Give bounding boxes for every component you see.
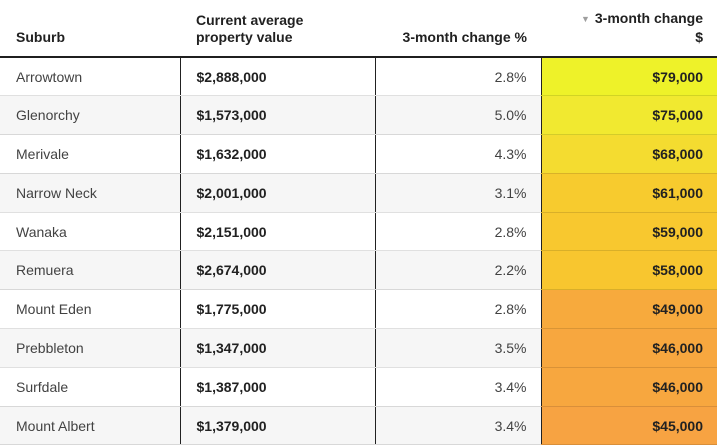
value-cell: $2,674,000	[179, 250, 375, 291]
table-row: Narrow Neck $2,001,000 3.1% $61,000	[0, 173, 717, 213]
column-header-suburb[interactable]: Suburb	[0, 0, 180, 58]
value-cell: $1,387,000	[179, 367, 375, 407]
value-cell: $2,001,000	[179, 173, 375, 213]
suburb-cell: Mount Albert	[0, 406, 180, 445]
suburb-cell: Glenorchy	[0, 95, 180, 136]
dollar-change-cell: $79,000	[540, 57, 717, 97]
dollar-change-cell: $49,000	[540, 289, 717, 330]
suburb-cell: Merivale	[0, 134, 180, 174]
suburb-cell: Surfdale	[0, 367, 180, 407]
pct-change-cell: 2.8%	[374, 212, 541, 252]
pct-change-cell: 3.5%	[374, 328, 541, 368]
suburb-cell: Mount Eden	[0, 289, 180, 330]
suburb-cell: Remuera	[0, 250, 180, 291]
table-row: Surfdale $1,387,000 3.4% $46,000	[0, 367, 717, 407]
suburb-cell: Prebbleton	[0, 328, 180, 368]
value-cell: $1,347,000	[179, 328, 375, 368]
table-row: Prebbleton $1,347,000 3.5% $46,000	[0, 328, 717, 368]
column-header-unit: $	[695, 29, 703, 45]
pct-change-cell: 4.3%	[374, 134, 541, 174]
pct-change-cell: 2.8%	[374, 57, 541, 97]
dollar-change-cell: $46,000	[540, 367, 717, 407]
value-cell: $2,151,000	[179, 212, 375, 252]
pct-change-cell: 3.1%	[374, 173, 541, 213]
suburb-cell: Narrow Neck	[0, 173, 180, 213]
pct-change-cell: 3.4%	[374, 406, 541, 445]
column-header-3-month-change-dollars[interactable]: ▼ 3-month change $	[541, 0, 717, 58]
pct-change-cell: 3.4%	[374, 367, 541, 407]
pct-change-cell: 2.2%	[374, 250, 541, 291]
pct-change-cell: 5.0%	[374, 95, 541, 136]
table-row: Arrowtown $2,888,000 2.8% $79,000	[0, 57, 717, 97]
table-row: Remuera $2,674,000 2.2% $58,000	[0, 250, 717, 291]
value-cell: $1,379,000	[179, 406, 375, 445]
header-row: Suburb Current average property value 3-…	[0, 0, 717, 58]
column-header-3-month-change-pct[interactable]: 3-month change %	[375, 0, 541, 58]
dollar-change-cell: $46,000	[540, 328, 717, 368]
dollar-change-cell: $75,000	[540, 95, 717, 136]
table-row: Merivale $1,632,000 4.3% $68,000	[0, 134, 717, 174]
dollar-change-cell: $61,000	[540, 173, 717, 213]
value-cell: $1,775,000	[179, 289, 375, 330]
suburb-cell: Arrowtown	[0, 57, 180, 97]
pct-change-cell: 2.8%	[374, 289, 541, 330]
dollar-change-cell: $68,000	[540, 134, 717, 174]
dollar-change-cell: $59,000	[540, 212, 717, 252]
table-row: Glenorchy $1,573,000 5.0% $75,000	[0, 95, 717, 136]
table-row: Wanaka $2,151,000 2.8% $59,000	[0, 212, 717, 252]
suburb-cell: Wanaka	[0, 212, 180, 252]
value-cell: $1,573,000	[179, 95, 375, 136]
sort-descending-icon: ▼	[580, 14, 590, 24]
dollar-change-cell: $58,000	[540, 250, 717, 291]
dollar-change-cell: $45,000	[540, 406, 717, 445]
column-header-label: 3-month change	[594, 10, 703, 26]
value-cell: $2,888,000	[179, 57, 375, 97]
table-row: Mount Eden $1,775,000 2.8% $49,000	[0, 289, 717, 330]
value-cell: $1,632,000	[179, 134, 375, 174]
column-header-current-average-property-value[interactable]: Current average property value	[180, 0, 375, 58]
table-row: Mount Albert $1,379,000 3.4% $45,000	[0, 406, 717, 445]
